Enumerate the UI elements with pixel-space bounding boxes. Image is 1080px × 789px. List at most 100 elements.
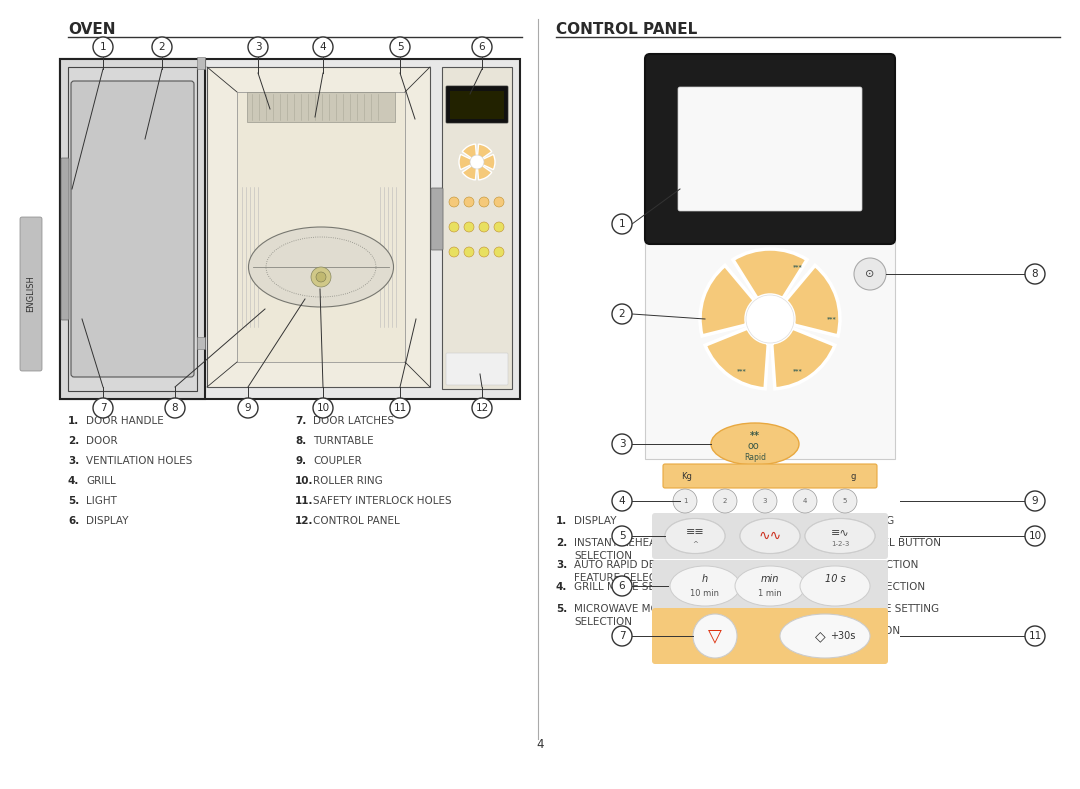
- FancyBboxPatch shape: [442, 67, 512, 389]
- FancyBboxPatch shape: [60, 158, 69, 320]
- Text: 10.: 10.: [295, 476, 313, 486]
- Circle shape: [152, 37, 172, 57]
- FancyBboxPatch shape: [237, 92, 405, 362]
- Wedge shape: [772, 328, 835, 389]
- Text: SELECTION: SELECTION: [573, 551, 632, 561]
- FancyBboxPatch shape: [652, 608, 888, 664]
- Circle shape: [480, 222, 489, 232]
- Text: 8: 8: [172, 403, 178, 413]
- Circle shape: [390, 398, 410, 418]
- Text: ***: ***: [827, 316, 837, 321]
- Text: 1-2-3: 1-2-3: [831, 541, 849, 547]
- Ellipse shape: [665, 518, 725, 554]
- Ellipse shape: [248, 227, 393, 307]
- FancyBboxPatch shape: [21, 217, 42, 371]
- FancyBboxPatch shape: [652, 560, 888, 612]
- Circle shape: [833, 489, 858, 513]
- Text: h: h: [702, 574, 708, 584]
- Text: SELECTION: SELECTION: [573, 617, 632, 627]
- Text: 6.: 6.: [68, 516, 79, 526]
- Text: 10: 10: [316, 403, 329, 413]
- FancyBboxPatch shape: [645, 234, 895, 459]
- Text: ≡≡: ≡≡: [686, 527, 704, 537]
- Text: 5.: 5.: [68, 496, 79, 506]
- Text: ***: ***: [738, 368, 747, 373]
- Text: AUTO RAPID DEFROST: AUTO RAPID DEFROST: [573, 560, 689, 570]
- FancyBboxPatch shape: [446, 353, 508, 385]
- Circle shape: [472, 37, 492, 57]
- Wedge shape: [462, 144, 477, 162]
- Text: 2.: 2.: [556, 538, 567, 548]
- Wedge shape: [477, 162, 491, 180]
- Circle shape: [673, 489, 697, 513]
- Text: 10 s: 10 s: [825, 574, 846, 584]
- Circle shape: [1025, 491, 1045, 511]
- Text: GRILL MODE SELECTION: GRILL MODE SELECTION: [573, 582, 700, 592]
- Circle shape: [713, 489, 737, 513]
- Text: 4.: 4.: [556, 582, 567, 592]
- Text: DISPLAY: DISPLAY: [86, 516, 129, 526]
- FancyBboxPatch shape: [197, 337, 205, 349]
- Text: 6: 6: [619, 581, 625, 591]
- Text: ^: ^: [692, 541, 698, 547]
- Circle shape: [480, 197, 489, 207]
- Text: 4: 4: [537, 738, 543, 751]
- Circle shape: [753, 489, 777, 513]
- Wedge shape: [733, 249, 807, 299]
- FancyBboxPatch shape: [71, 81, 194, 377]
- FancyBboxPatch shape: [450, 91, 504, 119]
- Wedge shape: [785, 265, 840, 336]
- FancyBboxPatch shape: [60, 59, 519, 399]
- FancyBboxPatch shape: [678, 87, 862, 211]
- Text: 7: 7: [619, 631, 625, 641]
- Text: 8: 8: [1031, 269, 1038, 279]
- Text: COMBI MODE SETTING: COMBI MODE SETTING: [822, 604, 940, 614]
- Text: 8.: 8.: [295, 436, 307, 446]
- Text: ◇: ◇: [814, 629, 825, 643]
- Circle shape: [612, 214, 632, 234]
- Text: 2: 2: [723, 498, 727, 504]
- Text: 12: 12: [475, 403, 488, 413]
- Text: DOOR: DOOR: [86, 436, 118, 446]
- Text: 12.: 12.: [295, 516, 313, 526]
- Circle shape: [1025, 264, 1045, 284]
- Circle shape: [470, 155, 484, 169]
- Text: 1.: 1.: [68, 416, 79, 426]
- Text: 4: 4: [619, 496, 625, 506]
- Text: ENGLISH: ENGLISH: [27, 275, 36, 312]
- Text: DOOR HANDLE: DOOR HANDLE: [86, 416, 164, 426]
- Text: ∿∿: ∿∿: [758, 529, 782, 543]
- Text: LIGHT: LIGHT: [86, 496, 117, 506]
- Text: TURNTABLE: TURNTABLE: [313, 436, 374, 446]
- Text: 6.: 6.: [800, 516, 811, 526]
- Circle shape: [612, 526, 632, 546]
- Text: ∿∿: ∿∿: [758, 529, 782, 543]
- Text: ≡∿: ≡∿: [831, 527, 849, 537]
- Text: 5: 5: [619, 531, 625, 541]
- Text: 1: 1: [619, 219, 625, 229]
- Circle shape: [313, 398, 333, 418]
- Circle shape: [494, 222, 504, 232]
- Ellipse shape: [740, 518, 800, 554]
- Circle shape: [494, 197, 504, 207]
- Circle shape: [93, 37, 113, 57]
- Text: 9.: 9.: [800, 582, 811, 592]
- Text: 6: 6: [478, 42, 485, 52]
- Text: 5.: 5.: [556, 604, 567, 614]
- Circle shape: [93, 398, 113, 418]
- FancyBboxPatch shape: [446, 86, 508, 123]
- Circle shape: [248, 37, 268, 57]
- Wedge shape: [477, 155, 495, 170]
- Ellipse shape: [711, 423, 799, 465]
- Ellipse shape: [805, 518, 875, 554]
- Text: 10.: 10.: [800, 604, 819, 614]
- Text: FEATURE SELECTION: FEATURE SELECTION: [573, 573, 681, 583]
- Circle shape: [494, 247, 504, 257]
- Ellipse shape: [740, 518, 800, 554]
- Text: CONTROL PANEL: CONTROL PANEL: [313, 516, 400, 526]
- Text: 4: 4: [802, 498, 807, 504]
- Ellipse shape: [735, 566, 805, 606]
- Circle shape: [472, 398, 492, 418]
- Text: 8.: 8.: [800, 560, 811, 570]
- FancyBboxPatch shape: [663, 464, 877, 488]
